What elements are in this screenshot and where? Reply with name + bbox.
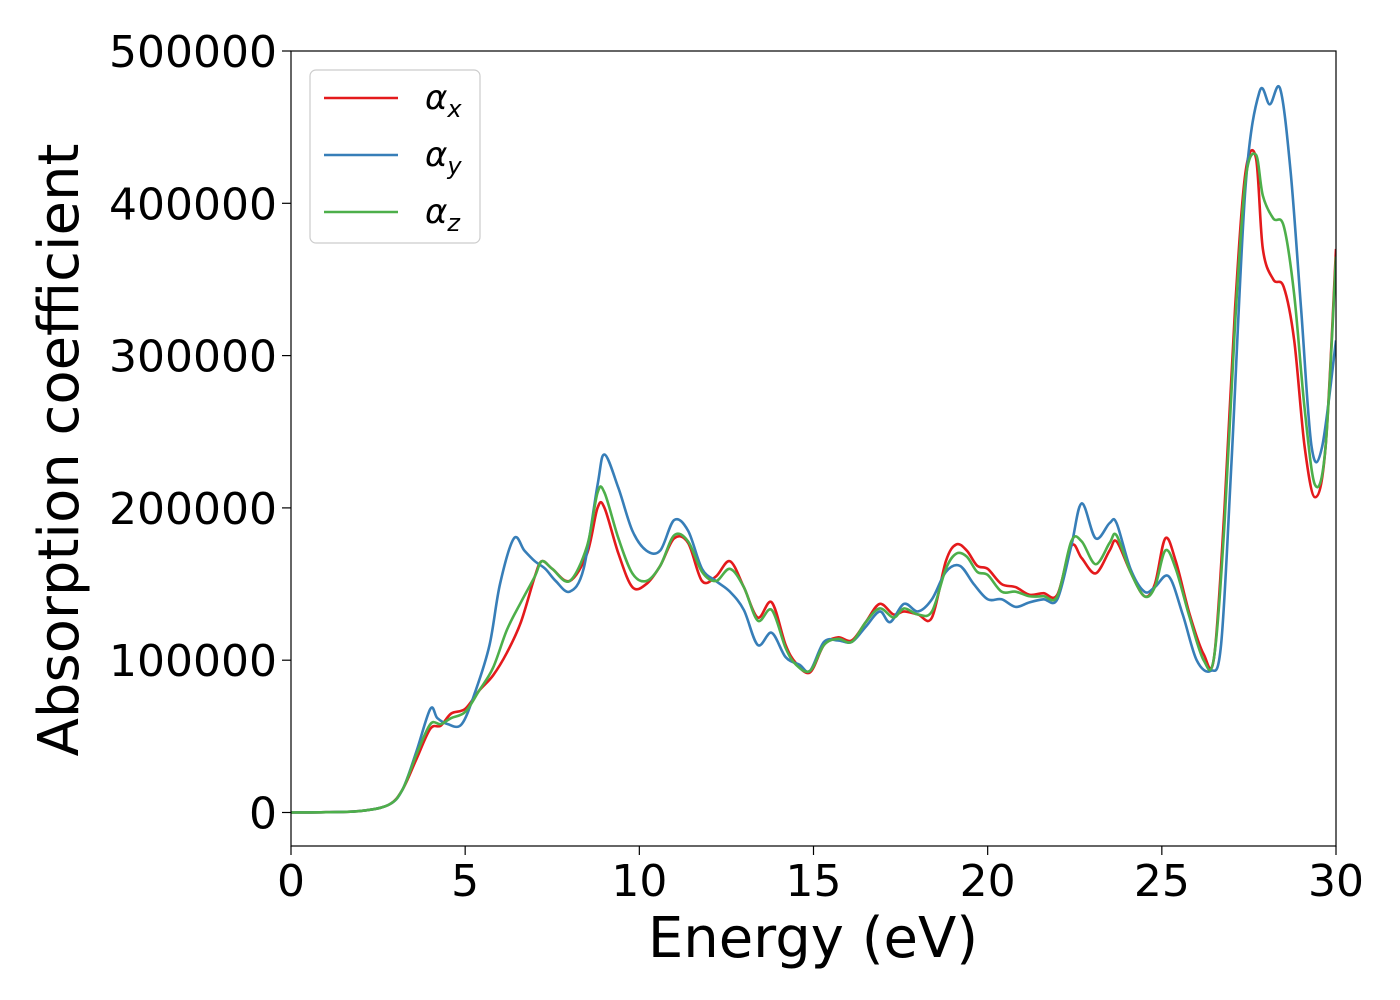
legend-box: [309, 69, 481, 244]
x-tick-label: 5: [451, 856, 479, 907]
series-lines: [291, 85, 1336, 814]
x-tick-label: 20: [960, 856, 1016, 907]
legend-label-x: αx: [425, 78, 462, 123]
legend-label-subscript: z: [446, 209, 461, 237]
legend-label-base: α: [425, 135, 447, 175]
x-tick-label: 0: [277, 856, 305, 907]
x-tick-label: 25: [1134, 856, 1190, 907]
y-axis: 0 100000 200000 300000 400000 500000: [109, 27, 291, 839]
y-tick-label: 500000: [109, 27, 277, 78]
x-tick-label: 15: [786, 856, 842, 907]
legend-label-z: αz: [425, 192, 461, 237]
series-line-y: [291, 85, 1336, 814]
x-axis-label: Energy (eV): [648, 906, 978, 971]
legend-label-y: αy: [425, 135, 462, 180]
legend-label-subscript: x: [446, 95, 462, 123]
series-line-z: [291, 152, 1336, 814]
y-tick-label: 400000: [109, 179, 277, 230]
x-axis: 0 5 10 15 20 25 30: [277, 846, 1364, 907]
legend-label-subscript: y: [446, 152, 462, 180]
legend-label-base: α: [425, 192, 447, 232]
y-tick-label: 300000: [109, 332, 277, 383]
y-tick-label: 0: [249, 788, 277, 839]
y-axis-label: Absorption coefficient: [27, 144, 92, 757]
x-tick-label: 30: [1308, 856, 1364, 907]
legend-label-base: α: [425, 78, 447, 118]
y-tick-label: 200000: [109, 484, 277, 535]
x-tick-label: 10: [611, 856, 667, 907]
y-tick-label: 100000: [109, 636, 277, 687]
